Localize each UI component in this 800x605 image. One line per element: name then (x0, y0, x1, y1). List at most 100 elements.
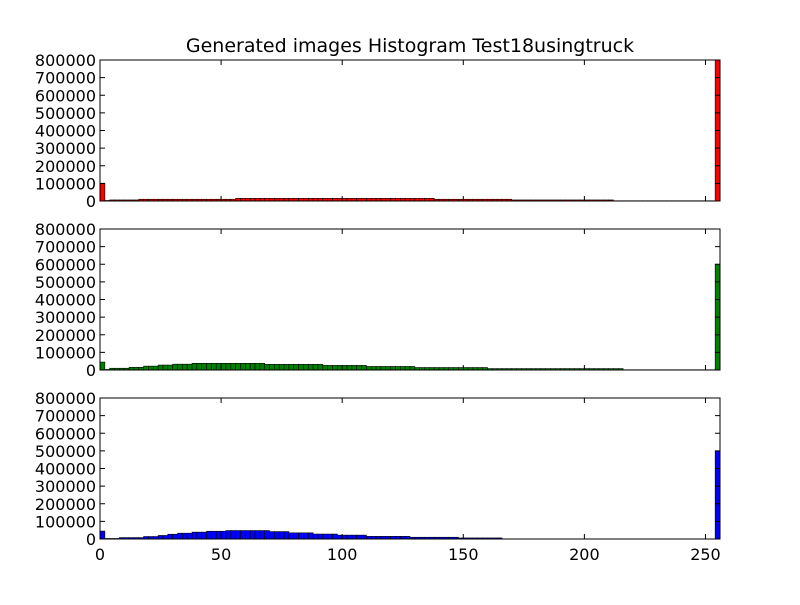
histogram-bar (245, 363, 250, 370)
histogram-bar (265, 531, 270, 539)
y-tick-label: 200000 (35, 157, 96, 176)
histogram-bar (240, 531, 245, 539)
x-tick-label: 100 (327, 545, 358, 564)
y-tick-label: 400000 (35, 122, 96, 141)
histogram-bar (342, 365, 347, 370)
histogram-bar (357, 365, 362, 370)
histogram-bar (187, 364, 192, 370)
histogram-panel-blue: 0100000200000300000400000500000600000700… (35, 389, 721, 564)
histogram-bar (715, 451, 720, 539)
histogram-bar (362, 365, 367, 370)
histogram-bar (182, 364, 187, 370)
y-tick-label: 700000 (35, 238, 96, 257)
histogram-bar (328, 534, 333, 539)
y-tick-label: 200000 (35, 495, 96, 514)
histogram-bar (144, 366, 149, 370)
histogram-bar (299, 533, 304, 539)
histogram-bar (299, 364, 304, 370)
histogram-bar (173, 364, 178, 370)
histogram-bar (178, 364, 183, 370)
histogram-bar (231, 363, 236, 370)
histogram-bar (216, 363, 221, 370)
histogram-bar (303, 364, 308, 370)
histogram-bar (100, 183, 105, 201)
histogram-bar (163, 535, 168, 539)
histogram-bar (168, 365, 173, 370)
histogram-bar (323, 534, 328, 539)
y-tick-label: 500000 (35, 273, 96, 292)
axes-frame (100, 60, 720, 201)
histogram-bar (182, 533, 187, 539)
histogram-bar (260, 363, 265, 370)
y-tick-label: 100000 (35, 174, 96, 193)
y-tick-label: 300000 (35, 477, 96, 496)
histogram-bar (153, 366, 158, 370)
histogram-bar (211, 363, 216, 370)
histogram-bar (410, 366, 415, 370)
histogram-bar (333, 534, 338, 539)
histogram-bar (221, 531, 226, 539)
histogram-bar (347, 535, 352, 539)
x-tick-label: 0 (95, 545, 105, 564)
histogram-bar (211, 531, 216, 539)
y-tick-label: 600000 (35, 255, 96, 274)
y-tick-label: 300000 (35, 308, 96, 327)
histogram-bar (197, 532, 202, 539)
histogram-bar (347, 365, 352, 370)
histogram-bar (308, 364, 313, 370)
histogram-bar (255, 531, 260, 539)
y-tick-label: 800000 (35, 389, 96, 408)
histogram-bar (168, 534, 173, 539)
x-tick-label: 150 (448, 545, 479, 564)
histogram-bar (236, 363, 241, 370)
histogram-bar (207, 363, 212, 370)
histogram-bar (226, 531, 231, 539)
histogram-bar (192, 532, 197, 539)
histogram-bar (221, 363, 226, 370)
histogram-bar (284, 532, 289, 539)
histogram-bar (289, 533, 294, 539)
histogram-bar (323, 365, 328, 370)
histogram-bar (163, 365, 168, 370)
y-tick-label: 600000 (35, 424, 96, 443)
y-tick-label: 500000 (35, 442, 96, 461)
histogram-bar (313, 364, 318, 370)
histogram-bar (366, 366, 371, 370)
histogram-bar (100, 362, 105, 370)
chart-title: Generated images Histogram Test18usingtr… (186, 35, 634, 57)
histogram-bar (405, 366, 410, 370)
histogram-bar (279, 364, 284, 370)
histogram-bar (158, 365, 163, 370)
histogram-bar (216, 531, 221, 539)
histogram-bar (202, 532, 207, 539)
y-tick-label: 200000 (35, 326, 96, 345)
histogram-bar (250, 363, 255, 370)
y-tick-label: 800000 (35, 51, 96, 70)
histogram-bar (270, 364, 275, 370)
histogram-bar (352, 365, 357, 370)
histogram-bar (226, 363, 231, 370)
y-tick-label: 0 (86, 192, 96, 211)
y-tick-label: 0 (86, 361, 96, 380)
y-tick-label: 400000 (35, 460, 96, 479)
histogram-bar (236, 531, 241, 539)
histogram-bar (371, 366, 376, 370)
histogram-bar (342, 535, 347, 539)
y-tick-label: 100000 (35, 343, 96, 362)
histogram-bar (289, 364, 294, 370)
histogram-bar (265, 364, 270, 370)
histogram-bar (158, 535, 163, 539)
histogram-bar (333, 365, 338, 370)
histogram-bar (318, 364, 323, 370)
histogram-bar (337, 365, 342, 370)
y-tick-label: 700000 (35, 69, 96, 88)
histogram-bar (284, 364, 289, 370)
histogram-bar (328, 365, 333, 370)
histogram-bar (391, 366, 396, 370)
y-tick-label: 700000 (35, 407, 96, 426)
histogram-bar (279, 532, 284, 539)
histogram-bar (255, 363, 260, 370)
histogram-bar (260, 531, 265, 539)
